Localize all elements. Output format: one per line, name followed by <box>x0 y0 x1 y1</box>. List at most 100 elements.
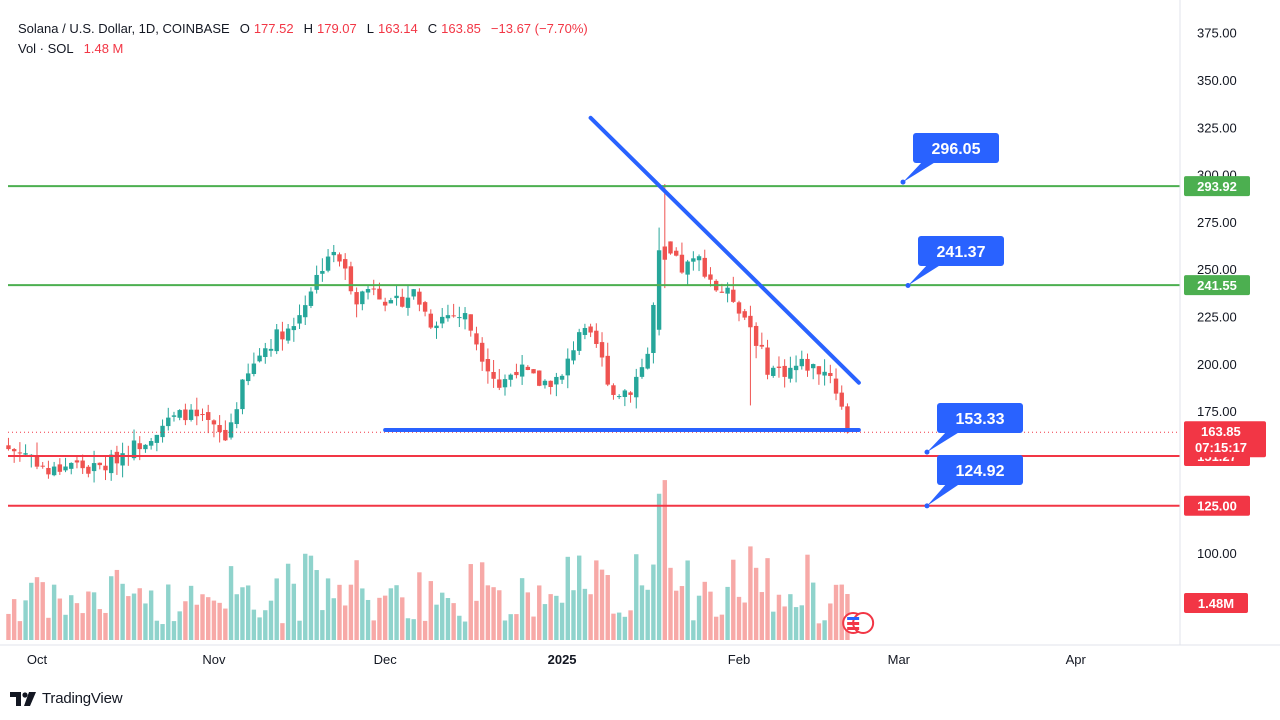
candle-body <box>782 365 787 377</box>
volume-bar <box>223 608 228 640</box>
candle-body <box>548 380 553 387</box>
volume-bar <box>417 572 422 640</box>
candle-body <box>223 429 228 441</box>
candle-body <box>51 466 57 476</box>
volume-bar <box>120 583 125 640</box>
volume-bar <box>582 588 588 640</box>
volume-bar <box>462 621 468 640</box>
candle-body <box>582 327 588 335</box>
candle-body <box>810 364 816 369</box>
price-tick-label: 175.00 <box>1197 404 1237 419</box>
time-tick-label: Feb <box>728 652 750 667</box>
volume-bar <box>74 603 80 640</box>
high-label: H <box>303 21 313 36</box>
candle-body <box>308 291 314 306</box>
volume-bar <box>240 587 245 640</box>
volume-bar <box>651 564 656 640</box>
candle-body <box>485 359 491 372</box>
candles <box>6 184 850 483</box>
volume-label: Vol · SOL <box>18 41 74 56</box>
drawings[interactable]: 296.05 241.37 153.33 124.92 <box>8 115 1180 509</box>
candle-body <box>240 379 245 410</box>
candle-body <box>97 462 102 466</box>
volume-bar <box>599 569 605 640</box>
volume-bar <box>394 585 399 640</box>
volume-bar <box>548 594 553 640</box>
candle-body <box>371 288 376 290</box>
callout-label: 296.05 <box>932 141 981 158</box>
time-tick-label: Dec <box>374 652 398 667</box>
callout-box <box>913 133 999 163</box>
candle-body <box>765 347 770 375</box>
volume-bar <box>702 581 707 640</box>
callout-pointer <box>908 264 942 286</box>
volume-bar <box>69 595 74 640</box>
candle-body <box>422 302 428 312</box>
candle-body <box>708 274 713 280</box>
callout-label: 124.92 <box>956 463 1005 480</box>
callout-box <box>937 455 1023 485</box>
candle-body <box>748 315 753 328</box>
volume-bars <box>6 480 850 640</box>
candle-body <box>771 367 776 376</box>
level-price-label: 293.92 <box>1197 179 1237 194</box>
volume-bar <box>457 615 462 640</box>
candle-body <box>668 241 673 254</box>
candle-body <box>280 331 285 340</box>
candle-body <box>479 342 485 362</box>
candle-body <box>337 254 342 262</box>
volume-bar <box>86 591 91 640</box>
candle-body <box>531 369 536 374</box>
volume-bar <box>445 598 451 640</box>
candle-body <box>525 366 531 370</box>
callout-anchor <box>905 283 911 289</box>
volume-bar <box>674 590 679 640</box>
volume-bar <box>731 559 736 640</box>
candle-body <box>776 366 782 368</box>
volume-bar <box>171 621 177 640</box>
candle-body <box>674 250 679 256</box>
candle-body <box>360 291 365 305</box>
volume-bar <box>428 581 434 640</box>
volume-bar <box>634 554 639 640</box>
candle-body <box>702 257 707 277</box>
volume-bar <box>377 597 382 640</box>
volume-bar <box>91 592 97 640</box>
volume-bar <box>46 617 51 640</box>
candle-body <box>411 289 416 297</box>
candle-body <box>74 460 80 463</box>
volume-bar <box>148 590 154 640</box>
candle-body <box>440 316 445 324</box>
candle-body <box>217 425 222 433</box>
tradingview-logo[interactable]: TradingView <box>10 690 123 707</box>
candle-body <box>611 385 616 395</box>
candle-body <box>177 410 182 418</box>
callout-label: 153.33 <box>956 411 1005 428</box>
volume-bar <box>793 607 799 640</box>
candle-body <box>468 314 473 331</box>
candle-body <box>445 315 451 319</box>
volume-bar <box>708 591 713 640</box>
volume-bar <box>177 611 182 640</box>
candle-body <box>845 406 850 433</box>
volume-bar <box>805 554 810 640</box>
candle-body <box>342 259 348 269</box>
candle-body <box>634 376 639 398</box>
volume-bar <box>422 620 428 640</box>
volume-bar <box>468 564 473 640</box>
candle-body <box>86 466 91 474</box>
candle-body <box>291 326 297 331</box>
candle-body <box>268 348 274 351</box>
chart-legend: Solana / U.S. Dollar, 1D, COINBASE O 177.… <box>18 19 588 59</box>
candle-body <box>828 373 833 377</box>
candle-body <box>594 330 599 344</box>
candle-body <box>799 358 804 367</box>
volume-bar <box>29 582 34 640</box>
volume-bar <box>440 592 445 640</box>
volume-bar <box>291 583 297 640</box>
candle-body <box>451 315 456 317</box>
volume-bar <box>57 598 63 640</box>
volume-bar <box>788 594 793 640</box>
volume-bar <box>839 584 844 640</box>
